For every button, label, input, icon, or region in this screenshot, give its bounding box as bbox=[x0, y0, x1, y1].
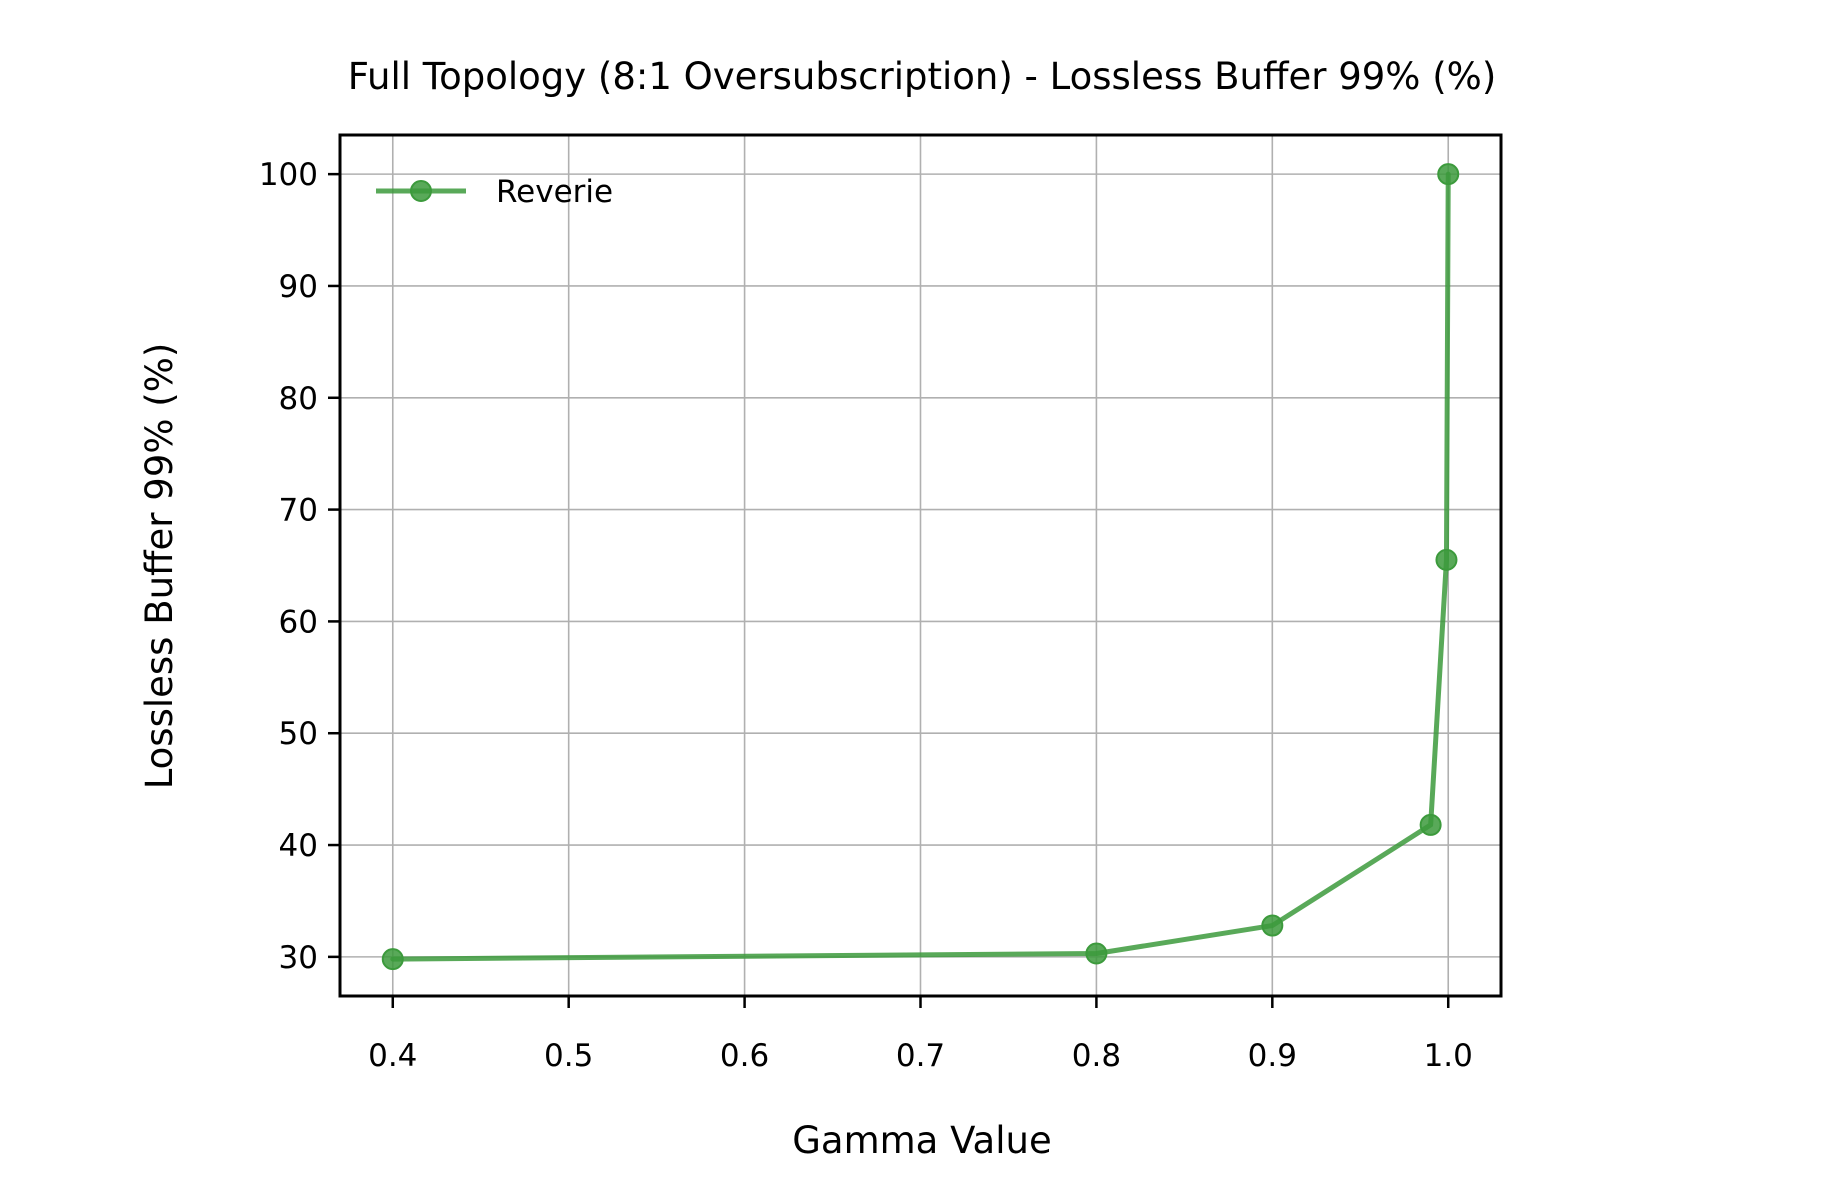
legend-marker bbox=[410, 180, 432, 202]
data-point bbox=[1437, 163, 1460, 186]
grid bbox=[340, 135, 1501, 996]
chart-title: Full Topology (8:1 Oversubscription) - L… bbox=[348, 55, 1497, 98]
legend-label: Reverie bbox=[496, 174, 613, 210]
y-tick-label: 90 bbox=[279, 269, 318, 305]
x-tick-label: 0.8 bbox=[1072, 1038, 1121, 1074]
data-point bbox=[381, 948, 404, 971]
series-layer bbox=[381, 163, 1460, 971]
x-tick-label: 0.7 bbox=[896, 1038, 945, 1074]
x-tick-label: 0.4 bbox=[368, 1038, 417, 1074]
x-tick-label: 0.6 bbox=[720, 1038, 769, 1074]
y-tick-label: 60 bbox=[279, 604, 318, 640]
data-point bbox=[1419, 813, 1442, 836]
x-tick-label: 0.9 bbox=[1248, 1038, 1297, 1074]
y-tick-label: 70 bbox=[279, 493, 318, 529]
data-point bbox=[1085, 942, 1108, 965]
y-tick-label: 40 bbox=[279, 828, 318, 864]
x-tick-label: 0.5 bbox=[544, 1038, 593, 1074]
y-tick-label: 50 bbox=[279, 716, 318, 752]
y-tick-label: 100 bbox=[259, 157, 318, 193]
legend: Reverie bbox=[376, 174, 613, 210]
series-line bbox=[390, 171, 1451, 962]
x-axis-label: Gamma Value bbox=[792, 1119, 1051, 1162]
x-tick-label: 1.0 bbox=[1424, 1038, 1473, 1074]
x-axis: 0.4 0.5 0.6 0.7 0.8 0.9 1.0 bbox=[368, 996, 1473, 1074]
data-point bbox=[1261, 914, 1284, 937]
y-tick-label: 30 bbox=[279, 940, 318, 976]
y-axis-label: Lossless Buffer 99% (%) bbox=[138, 343, 181, 790]
y-tick-label: 80 bbox=[279, 381, 318, 417]
y-axis: 30 40 50 60 70 80 90 100 bbox=[259, 157, 340, 976]
data-point bbox=[1435, 548, 1458, 571]
